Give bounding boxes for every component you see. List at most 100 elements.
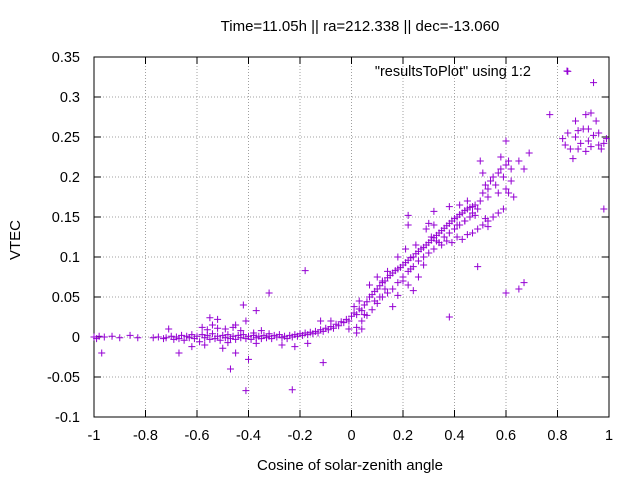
data-point — [481, 215, 489, 223]
data-point — [502, 161, 510, 169]
data-point — [317, 317, 325, 325]
data-point — [232, 335, 240, 343]
x-tick-label: 1 — [605, 428, 613, 444]
data-point — [389, 285, 397, 293]
data-point — [134, 334, 142, 342]
data-point — [481, 181, 489, 189]
data-point — [590, 79, 598, 87]
data-point — [116, 334, 124, 342]
data-point — [440, 233, 448, 241]
legend: "resultsToPlot" using 1:2 — [375, 64, 571, 80]
data-point — [257, 327, 265, 335]
data-point — [250, 329, 258, 337]
data-point — [427, 233, 435, 241]
data-point — [208, 330, 216, 338]
data-point — [487, 177, 495, 185]
data-point — [239, 301, 247, 309]
data-point — [445, 203, 453, 211]
data-point — [345, 317, 353, 325]
data-point — [497, 153, 505, 161]
data-point — [214, 315, 222, 323]
data-point — [453, 233, 461, 241]
grid — [94, 57, 609, 417]
data-point — [564, 129, 572, 137]
data-point — [443, 237, 451, 245]
data-point — [484, 193, 492, 201]
data-point — [474, 263, 482, 271]
data-point — [414, 273, 422, 281]
data-point — [242, 317, 250, 325]
data-point — [389, 303, 397, 311]
data-point — [402, 245, 410, 253]
data-point — [574, 127, 582, 135]
data-point — [469, 209, 477, 217]
data-point — [301, 267, 309, 275]
data-point — [502, 289, 510, 297]
data-point — [502, 185, 510, 193]
data-point — [154, 333, 162, 341]
data-point — [373, 273, 381, 281]
data-point — [507, 165, 515, 173]
data-point — [574, 145, 582, 153]
data-point — [335, 322, 343, 330]
data-point — [445, 313, 453, 321]
data-point — [265, 289, 273, 297]
data-point — [463, 197, 471, 205]
data-point — [165, 325, 173, 333]
data-point — [193, 332, 201, 340]
y-tick-label: 0.1 — [60, 250, 80, 266]
data-point — [149, 334, 157, 342]
data-point — [381, 285, 389, 293]
data-point — [360, 311, 368, 319]
x-tick-label: -0.2 — [288, 428, 313, 444]
data-point — [404, 211, 412, 219]
y-tick-label: 0.2 — [60, 170, 80, 186]
data-point — [453, 221, 461, 229]
data-point — [216, 336, 224, 344]
data-point — [471, 201, 479, 209]
data-point — [559, 135, 567, 143]
data-point — [476, 197, 484, 205]
data-point — [242, 387, 250, 395]
data-point — [188, 331, 196, 339]
data-point — [507, 177, 515, 185]
data-point — [494, 209, 502, 217]
data-point — [425, 249, 433, 257]
chart-title: Time=11.05h || ra=212.338 || dec=-13.060 — [221, 18, 500, 35]
data-point — [510, 193, 518, 201]
data-point — [188, 343, 196, 351]
legend-label: "resultsToPlot" using 1:2 — [375, 64, 531, 80]
data-point — [587, 143, 595, 151]
data-point — [350, 303, 358, 311]
data-point — [520, 279, 528, 287]
data-point — [590, 131, 598, 139]
data-point — [162, 334, 170, 342]
data-point — [494, 169, 502, 177]
data-point — [484, 223, 492, 231]
data-point — [206, 314, 214, 322]
y-tick-label: 0.3 — [60, 90, 80, 106]
data-point — [198, 323, 206, 331]
y-axis-label: VTEC — [7, 220, 24, 260]
data-point — [224, 331, 232, 339]
data-point — [376, 293, 384, 301]
data-point — [469, 229, 477, 237]
x-tick-label: 0.8 — [547, 428, 567, 444]
data-point — [584, 125, 592, 133]
data-point — [458, 235, 466, 243]
data-point — [582, 147, 590, 155]
data-point — [430, 245, 438, 253]
x-tick-label: -0.4 — [236, 428, 261, 444]
data-point — [384, 289, 392, 297]
data-point — [353, 329, 361, 337]
data-point — [520, 165, 528, 173]
data-point — [409, 287, 417, 295]
y-tick-label: 0.35 — [52, 50, 80, 66]
x-axis-label: Cosine of solar-zenith angle — [257, 457, 443, 474]
data-point — [247, 335, 255, 343]
data-point — [201, 341, 209, 349]
data-point — [546, 111, 554, 119]
x-tick-label: 0 — [347, 428, 355, 444]
data-point — [484, 185, 492, 193]
data-point — [394, 253, 402, 261]
